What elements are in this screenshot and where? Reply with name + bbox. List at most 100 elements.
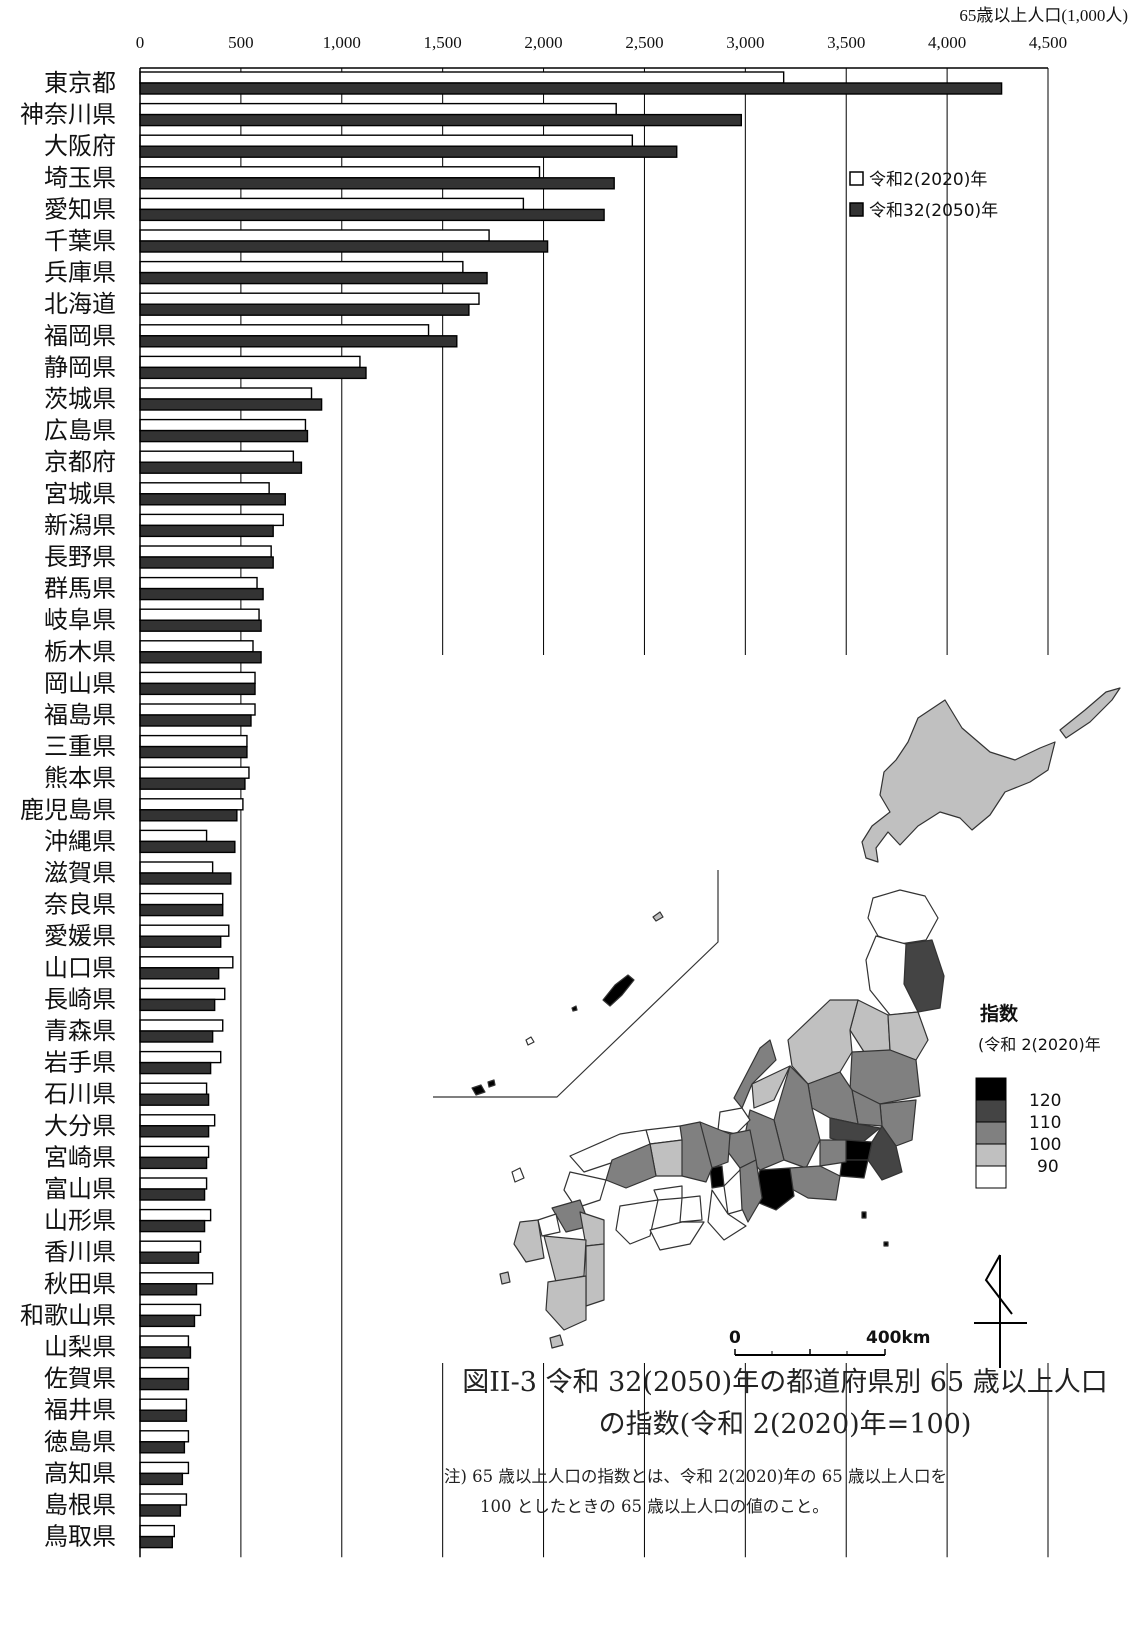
inset-frame [433, 870, 719, 1098]
x-tick-labels: 0 500 1,000 1,500 2,000 2,500 3,000 3,500 4,000 4… [136, 33, 1067, 52]
category-label: 長崎県 [44, 985, 116, 1013]
bar-2020 [139, 829, 208, 843]
bar-2020 [139, 292, 480, 305]
bar-2050 [139, 745, 248, 759]
category-label: 福岡県 [44, 322, 116, 350]
category-label: 大分県 [44, 1112, 116, 1140]
legend-swatch-2050 [849, 202, 864, 217]
bar-2020 [139, 1240, 202, 1253]
bar-2050 [139, 177, 615, 190]
map-legend-level: 100 [1029, 1135, 1061, 1155]
bar-2020 [139, 450, 295, 463]
bar-2020 [139, 1208, 212, 1222]
x-tick-label: 1,500 [424, 33, 462, 52]
tokushima [679, 1195, 703, 1223]
bar-2020 [139, 324, 430, 337]
category-labels: 東京都神奈川県大阪府埼玉県愛知県千葉県兵庫県北海道福岡県静岡県茨城県広島県京都府… [20, 69, 116, 1551]
category-label: 兵庫県 [44, 259, 116, 287]
bar-2050 [139, 524, 274, 538]
bar-2050 [139, 1409, 188, 1422]
yamaguchi [563, 1171, 607, 1209]
bar-2050 [139, 1093, 210, 1106]
island [487, 1079, 496, 1088]
x-tick-label: 2,500 [625, 33, 663, 52]
bar-2020 [139, 1493, 188, 1506]
bar-2020 [139, 1019, 224, 1032]
bar-2020 [139, 71, 785, 84]
bar-2020 [139, 418, 307, 432]
category-label: 徳島県 [44, 1428, 116, 1456]
bar-2020 [139, 545, 272, 558]
category-label: 新潟県 [44, 511, 116, 539]
category-label: 岡山県 [44, 669, 116, 697]
bar-2050 [139, 303, 470, 316]
hokkaido [861, 699, 1056, 863]
map-legend-level: 120 [1029, 1091, 1061, 1111]
bar-2050 [139, 777, 246, 790]
axis-title: 65歳以上人口(1,000人) [959, 6, 1128, 25]
bar-2020 [139, 387, 313, 400]
bar-2020 [139, 166, 541, 179]
map-legend-level: 90 [1037, 1157, 1059, 1177]
category-label: 青森県 [44, 1017, 116, 1045]
note-line-2: 100 としたときの 65 歳以上人口の値のこと。 [480, 1497, 829, 1516]
kochi [649, 1221, 705, 1251]
category-label: 北海道 [44, 290, 116, 318]
map-legend-level: 110 [1029, 1113, 1061, 1133]
category-label: 高知県 [44, 1459, 116, 1487]
map-legend-swatch [975, 1121, 1007, 1145]
x-tick-label: 2,000 [524, 33, 562, 52]
bar-2050 [139, 335, 458, 348]
miyagi [887, 1011, 929, 1061]
category-label: 静岡県 [44, 353, 116, 381]
x-tick-label: 0 [136, 33, 145, 52]
category-label: 鳥取県 [44, 1523, 116, 1551]
bar-2050 [139, 1377, 190, 1391]
legend-swatch-2020 [849, 171, 864, 186]
bar-2050 [139, 1061, 212, 1075]
map-legend-title: 指数 [980, 1002, 1019, 1025]
bar-2050 [139, 619, 262, 632]
saga [537, 1213, 561, 1237]
bar-2020 [139, 1177, 208, 1190]
island [549, 1334, 564, 1349]
map-legend: 指数 (令和 2(2020)年 120 110 100 90 [975, 1002, 1101, 1189]
island [883, 1241, 889, 1247]
caption-line-2: の指数(令和 2(2020)年=100) [598, 1409, 972, 1440]
category-label: 香川県 [44, 1238, 116, 1266]
island [861, 1211, 867, 1219]
category-label: 広島県 [44, 417, 116, 445]
category-label: 滋賀県 [44, 859, 116, 887]
category-label: 岐阜県 [44, 606, 116, 634]
figure-caption: 図II-3 令和 32(2050)年の都道府県別 65 歳以上人口 の指数(令和… [440, 1362, 1130, 1446]
ishikawa [733, 1039, 777, 1109]
miyazaki [585, 1243, 605, 1307]
bar-2020 [139, 1524, 176, 1538]
bar-2050 [139, 587, 264, 601]
island [511, 1167, 525, 1183]
bar-2050 [139, 903, 224, 917]
x-tick-label: 500 [228, 33, 254, 52]
bar-2050 [139, 493, 286, 506]
bar-2050 [139, 82, 1003, 95]
category-label: 和歌山県 [20, 1301, 116, 1329]
scale-end: 400km [866, 1328, 931, 1348]
bar-2020 [139, 576, 258, 590]
category-label: 佐賀県 [44, 1365, 116, 1393]
bar-2050 [139, 1441, 186, 1454]
category-label: 鹿児島県 [20, 796, 116, 824]
bar-2020 [139, 956, 234, 969]
north-arrow-icon [974, 1254, 1027, 1368]
bar-2020 [139, 766, 250, 779]
island [525, 1036, 535, 1046]
bar-2020 [139, 134, 634, 147]
category-label: 宮城県 [44, 480, 116, 508]
category-label: 千葉県 [44, 227, 116, 255]
bar-2050 [139, 1219, 206, 1233]
legend-label-2050: 令和32(2050)年 [869, 201, 998, 221]
bar-2050 [139, 1314, 196, 1328]
bar-2020 [139, 1398, 188, 1411]
wakayama [707, 1189, 747, 1241]
legend-label-2020: 令和2(2020)年 [869, 170, 987, 190]
bar-2050 [139, 1283, 198, 1296]
